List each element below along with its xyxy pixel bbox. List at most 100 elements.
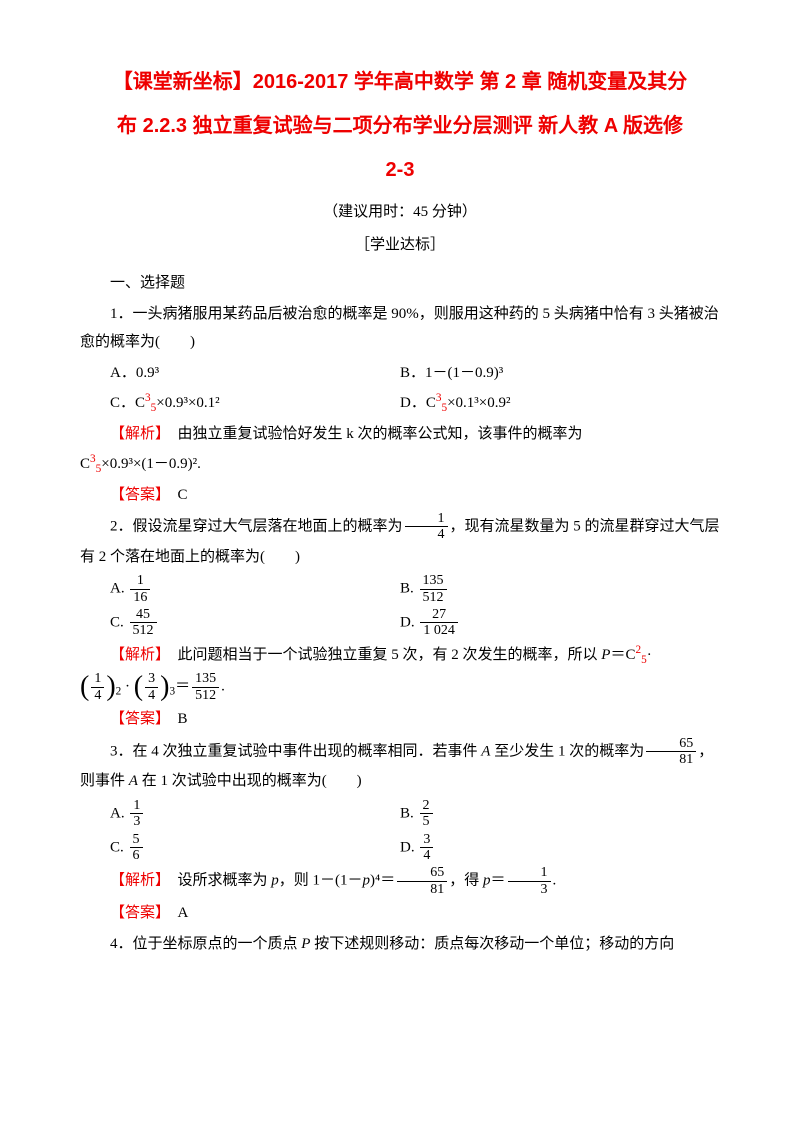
q1-optd-prefix: D．C <box>400 395 436 411</box>
section-1-head: 一、选择题 <box>80 269 720 298</box>
opt-label: D. <box>400 614 415 630</box>
frac-den: 3 <box>508 882 551 897</box>
doc-title: 【课堂新坐标】2016-2017 学年高中数学 第 2 章 随机变量及其分 布 … <box>80 60 720 192</box>
opt-label: B. <box>400 581 414 597</box>
q3-stem-frac: 6581 <box>646 736 696 768</box>
q3-option-c: C. 56 <box>80 832 400 864</box>
var-p2: p <box>363 873 371 889</box>
var-p3: p <box>483 873 491 889</box>
frac: 13 <box>130 798 143 830</box>
frac-num: 1 <box>405 511 448 527</box>
q2-an-p1: 此问题相当于一个试验独立重复 5 次，有 2 次发生的概率，所以 <box>163 647 602 663</box>
frac: 6581 <box>397 865 447 897</box>
document-page: 【课堂新坐标】2016-2017 学年高中数学 第 2 章 随机变量及其分 布 … <box>0 0 800 1132</box>
q1-answer-value: C <box>163 487 188 503</box>
q3-an-p5: ＝ <box>491 873 506 889</box>
q3-option-a: A. 13 <box>80 798 400 830</box>
q2-option-c: C. 45512 <box>80 607 400 639</box>
frac-den: 1 024 <box>420 623 458 638</box>
dot2: · <box>125 679 130 695</box>
q3-an-p2: ，则 1－(1－ <box>279 873 363 889</box>
q3-sp4: 在 1 次试验中出现的概率为( ) <box>138 773 362 789</box>
q1-analysis: 【解析】 由独立重复试验恰好发生 k 次的概率公式知，该事件的概率为 <box>80 420 720 449</box>
q3-option-d: D. 34 <box>400 832 720 864</box>
q1-optc-rest: ×0.9³×0.1² <box>156 395 219 411</box>
q1-stem: 1．一头病猪服用某药品后被治愈的概率是 90%，则服用这种药的 5 头病猪中恰有… <box>80 300 720 357</box>
q3-answer-value: A <box>163 905 189 921</box>
pow: 3 <box>169 686 175 698</box>
lparen-icon: ( <box>134 671 143 702</box>
standard-note: ［学业达标］ <box>80 231 720 260</box>
frac-num: 27 <box>420 607 458 623</box>
frac: 13 <box>508 865 551 897</box>
opt-label: C. <box>110 839 124 855</box>
frac-num: 2 <box>420 798 433 814</box>
frac-den: 4 <box>145 688 158 703</box>
q1-answer: 【答案】 C <box>80 481 720 510</box>
q1-option-d: D．C35×0.1³×0.9² <box>400 389 720 418</box>
opt-label: B. <box>400 805 414 821</box>
frac-num: 65 <box>646 736 696 752</box>
q1-an2-rest: ×0.9³×(1－0.9)². <box>101 456 201 472</box>
var-p: p <box>271 873 279 889</box>
frac-num: 135 <box>420 573 447 589</box>
q1-option-c: C．C35×0.9³×0.1² <box>80 389 400 418</box>
opt-label: C. <box>110 614 124 630</box>
q2-analysis-line2: (14) 2 · (34) 3＝135512. <box>80 671 720 703</box>
answer-label: 【答案】 <box>110 905 163 921</box>
q2-option-d: D. 271 024 <box>400 607 720 639</box>
analysis-label: 【解析】 <box>110 647 163 663</box>
period: . <box>553 873 557 889</box>
q1-options-row2: C．C35×0.9³×0.1² D．C35×0.1³×0.9² <box>80 389 720 418</box>
frac: 271 024 <box>420 607 458 639</box>
q2-stem-frac: 14 <box>405 511 448 543</box>
frac: 25 <box>420 798 433 830</box>
rparen-icon: ) <box>106 671 115 702</box>
analysis-label: 【解析】 <box>110 873 163 889</box>
lparen-icon: ( <box>80 671 89 702</box>
q1-analysis-text: 由独立重复试验恰好发生 k 次的概率公式知，该事件的概率为 <box>163 426 583 442</box>
paren-frac-2: (34) <box>134 671 170 703</box>
title-line-2: 布 2.2.3 独立重复试验与二项分布学业分层测评 新人教 A 版选修 <box>80 104 720 148</box>
q2-options-row2: C. 45512 D. 271 024 <box>80 607 720 639</box>
frac: 34 <box>420 832 433 864</box>
q2-analysis: 【解析】 此问题相当于一个试验独立重复 5 次，有 2 次发生的概率，所以 P＝… <box>80 641 720 670</box>
q2-answer: 【答案】 B <box>80 705 720 734</box>
frac-den: 6 <box>130 848 143 863</box>
answer-label: 【答案】 <box>110 711 163 727</box>
frac-num: 5 <box>130 832 143 848</box>
frac-num: 65 <box>397 865 447 881</box>
frac-den: 512 <box>192 688 219 703</box>
time-note: （建议用时：45 分钟） <box>80 198 720 227</box>
result-frac: 135512 <box>192 671 219 703</box>
period: . <box>221 679 225 695</box>
q2-stem: 2．假设流星穿过大气层落在地面上的概率为14，现有流星数量为 5 的流星群穿过大… <box>80 511 720 571</box>
frac: 45512 <box>130 607 157 639</box>
frac-den: 5 <box>420 814 433 829</box>
frac-num: 1 <box>91 671 104 687</box>
frac-num: 135 <box>192 671 219 687</box>
q2-stem-p1: 2．假设流星穿过大气层落在地面上的概率为 <box>110 518 403 534</box>
q1-option-b: B．1－(1－0.9)³ <box>400 359 720 388</box>
frac-den: 4 <box>420 848 433 863</box>
frac-num: 1 <box>508 865 551 881</box>
title-line-3: 2-3 <box>80 148 720 192</box>
frac-den: 81 <box>646 752 696 767</box>
var-a2: A <box>129 773 138 789</box>
frac-den: 4 <box>91 688 104 703</box>
q3-options-row1: A. 13 B. 25 <box>80 798 720 830</box>
q3-analysis: 【解析】 设所求概率为 p，则 1－(1－p)⁴＝6581，得 p＝13. <box>80 865 720 897</box>
answer-label: 【答案】 <box>110 487 163 503</box>
q1-options-row1: A．0.9³ B．1－(1－0.9)³ <box>80 359 720 388</box>
frac: 56 <box>130 832 143 864</box>
frac: 116 <box>130 573 150 605</box>
q1-analysis-line2: C35×0.9³×(1－0.9)². <box>80 450 720 479</box>
frac-num: 1 <box>130 573 150 589</box>
pow: 2 <box>116 686 122 698</box>
opt-label: A. <box>110 581 125 597</box>
opt-label: A. <box>110 805 125 821</box>
frac-num: 45 <box>130 607 157 623</box>
frac-den: 512 <box>130 623 157 638</box>
var-p-upper: P <box>301 936 310 952</box>
frac-den: 512 <box>420 590 447 605</box>
